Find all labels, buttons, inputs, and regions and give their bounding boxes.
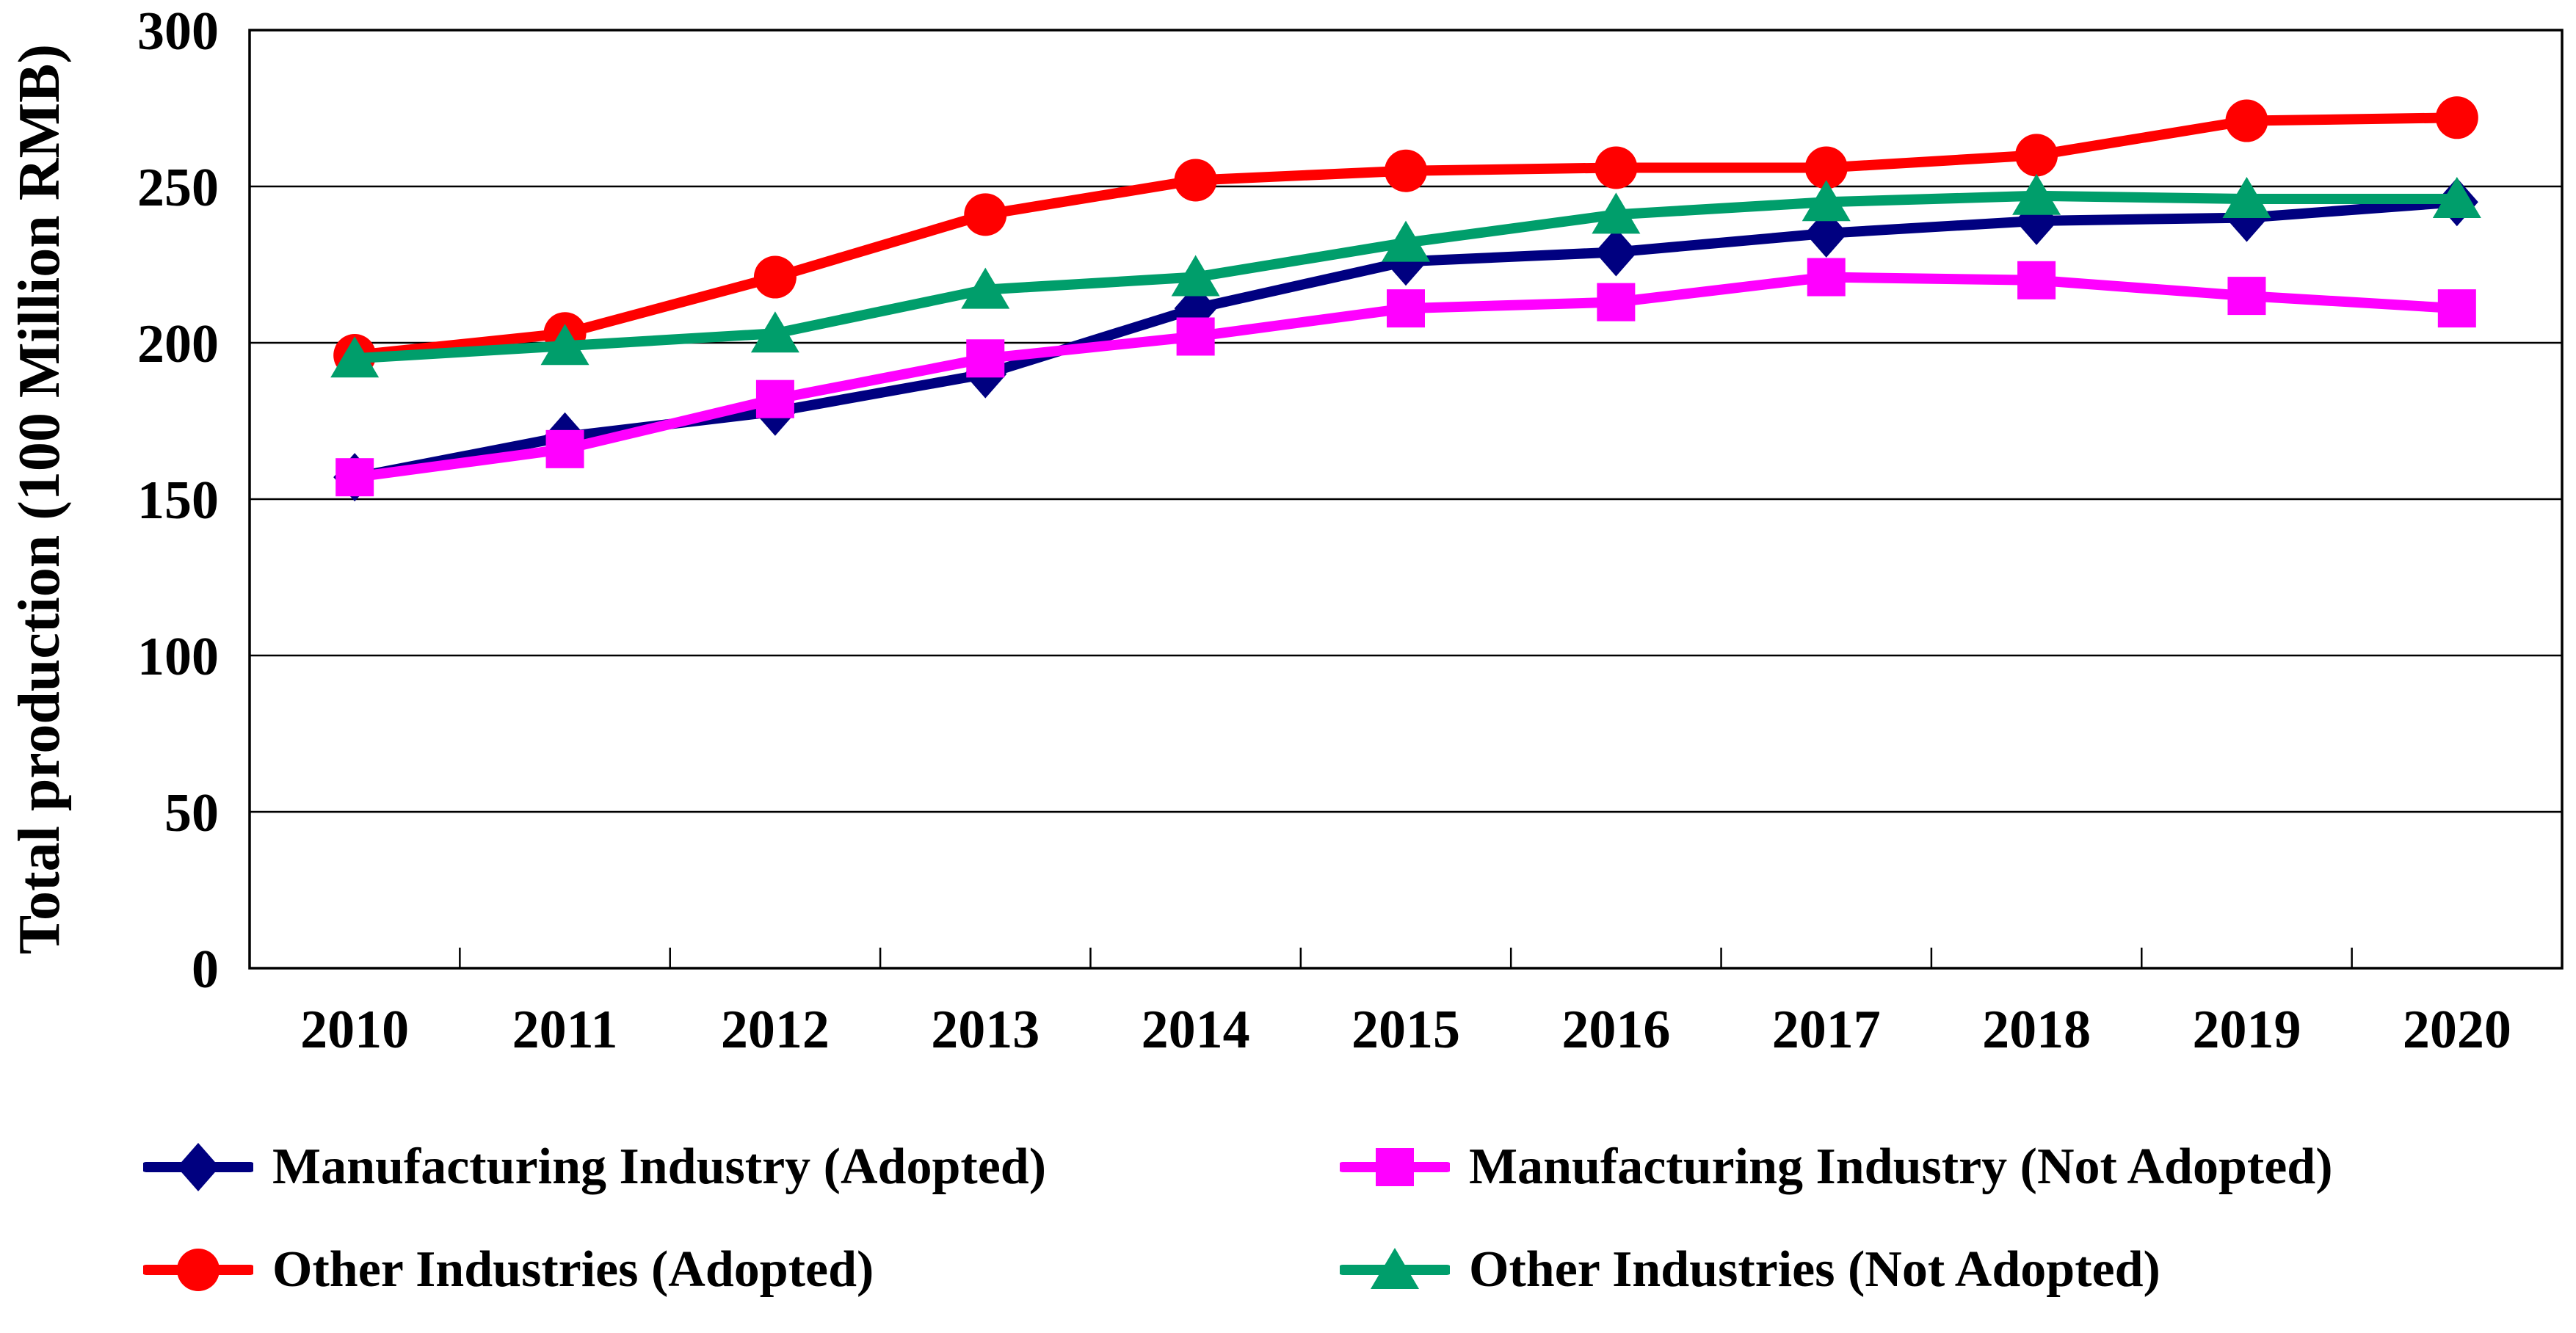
data-point-square: [545, 429, 584, 468]
x-tick-label: 2013: [931, 1000, 1040, 1060]
data-point-square: [1376, 1148, 1414, 1186]
x-tick-label: 2019: [2192, 1000, 2301, 1060]
data-point-circle: [964, 193, 1007, 236]
y-tick-label: 250: [137, 158, 219, 218]
y-tick-label: 300: [137, 1, 219, 62]
data-point-circle: [177, 1249, 219, 1291]
chart-plot: Total production (100 Million RMB) 0 50 10…: [7, 1, 2564, 1060]
data-point-triangle: [750, 311, 799, 353]
x-tick-label: 2010: [300, 1000, 409, 1060]
y-tick-label: 150: [137, 471, 219, 531]
y-tick-label: 0: [192, 940, 219, 1000]
data-point-square: [1597, 283, 1636, 322]
data-point-square: [1176, 317, 1215, 356]
legend-marker-circle-icon: [143, 1249, 253, 1291]
data-point-circle: [1594, 146, 1638, 189]
data-point-triangle: [961, 267, 1010, 309]
data-series: [330, 96, 2481, 502]
data-point-triangle: [1171, 255, 1220, 297]
legend-item-other-adopted: Other Industries (Adopted): [143, 1239, 1340, 1301]
data-point-square: [2017, 261, 2056, 299]
data-point-triangle: [1802, 180, 1851, 222]
data-point-circle: [2015, 134, 2058, 177]
legend-marker-square-icon: [1340, 1148, 1450, 1186]
plot-frame: [248, 29, 2564, 970]
x-tick-label: 2017: [1772, 1000, 1881, 1060]
data-point-square: [1387, 289, 1425, 328]
y-tick-label: 100: [137, 627, 219, 687]
data-point-triangle: [330, 336, 380, 378]
legend-marker-triangle-icon: [1340, 1248, 1450, 1289]
legend-item-other-not-adopted: Other Industries (Not Adopted): [1340, 1239, 2551, 1301]
x-tick-label: 2012: [721, 1000, 830, 1060]
data-point-triangle: [2222, 177, 2271, 219]
data-point-triangle: [1592, 192, 1641, 234]
plot-border: [248, 29, 2564, 970]
data-point-square: [1807, 258, 1846, 297]
y-tick-label: 50: [164, 783, 219, 843]
legend-label: Other Industries (Not Adopted): [1469, 1241, 2160, 1298]
y-axis-title: Total production (100 Million RMB): [7, 44, 72, 954]
data-point-diamond: [1804, 208, 1848, 258]
data-point-circle: [1804, 146, 1848, 189]
data-point-circle: [2225, 99, 2268, 142]
x-tick-label: 2016: [1561, 1000, 1670, 1060]
data-point-square: [966, 339, 1005, 378]
data-point-circle: [2435, 96, 2478, 139]
x-tick-label: 2014: [1142, 1000, 1250, 1060]
data-point-square: [755, 379, 794, 418]
legend-item-manufacturing-not-adopted: Manufacturing Industry (Not Adopted): [1340, 1136, 2551, 1198]
data-point-diamond: [177, 1143, 219, 1191]
x-tick-label: 2020: [2403, 1000, 2511, 1060]
legend-item-manufacturing-adopted: Manufacturing Industry (Adopted): [143, 1136, 1340, 1198]
data-point-circle: [1174, 159, 1217, 202]
data-point-triangle: [2432, 177, 2481, 219]
x-tick-label: 2015: [1352, 1000, 1460, 1060]
data-point-square: [335, 458, 374, 497]
data-point-triangle: [1382, 220, 1430, 262]
legend-label: Manufacturing Industry (Adopted): [272, 1138, 1046, 1195]
data-point-triangle: [1371, 1248, 1419, 1289]
x-tick-label: 2011: [512, 1000, 618, 1060]
data-point-triangle: [2012, 173, 2061, 215]
legend: Manufacturing Industry (Adopted) Manufac…: [143, 1136, 2551, 1301]
x-tick-label: 2018: [1982, 1000, 2091, 1060]
axis-tick-labels: 0 50 100 150 200 250 300 2010 2011 2012 2013 2014 20…: [137, 1, 2511, 1060]
data-point-diamond: [1594, 228, 1638, 277]
y-tick-label: 200: [137, 314, 219, 374]
data-point-square: [2227, 277, 2266, 316]
legend-label: Manufacturing Industry (Not Adopted): [1469, 1138, 2333, 1195]
data-point-square: [2437, 289, 2476, 328]
data-point-circle: [1385, 149, 1427, 192]
data-point-triangle: [540, 324, 589, 366]
data-point-circle: [753, 255, 797, 299]
legend-marker-diamond-icon: [143, 1143, 253, 1191]
legend-label: Other Industries (Adopted): [272, 1241, 874, 1298]
